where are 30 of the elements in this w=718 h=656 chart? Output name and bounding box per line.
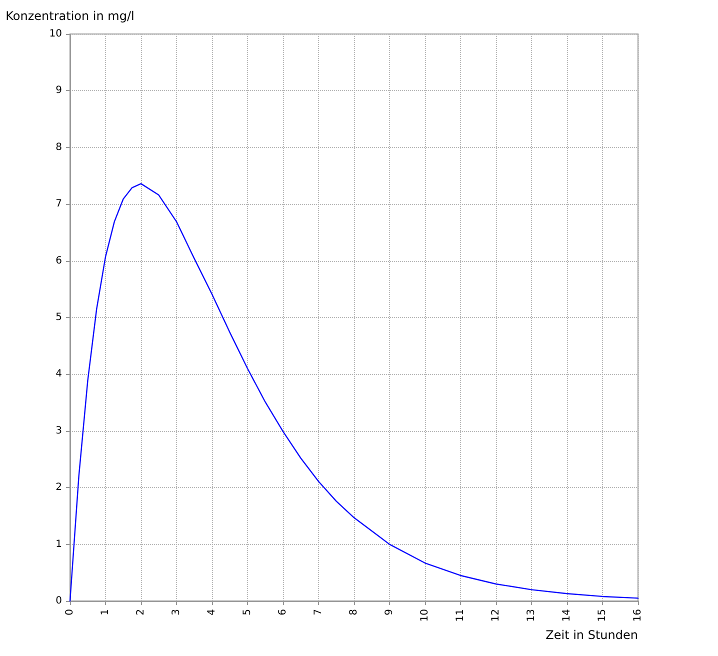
y-tick-label: 8	[56, 142, 62, 153]
x-tick-label: 14	[562, 609, 572, 622]
x-tick-label: 2	[136, 609, 146, 616]
y-tick-label: 4	[56, 368, 62, 380]
x-tick-label: 1	[100, 609, 111, 616]
x-tick-label: 11	[455, 609, 466, 622]
y-tick-label: 6	[56, 255, 62, 266]
x-tick-label: 12	[490, 609, 502, 622]
x-tick-label: 6	[278, 609, 288, 616]
x-tick-label: 16	[632, 609, 644, 622]
y-tick-label: 2	[56, 482, 62, 494]
x-tick-label: 7	[313, 609, 324, 616]
x-tick-label: 15	[597, 609, 608, 622]
y-tick-label: 9	[56, 85, 62, 96]
x-tick-label: 3	[171, 609, 182, 616]
x-tick-label: 4	[206, 609, 218, 616]
x-tick-label: 9	[384, 609, 395, 616]
x-tick-label: 8	[348, 609, 360, 616]
y-tick-label: 1	[56, 538, 62, 550]
x-tick-label: 5	[242, 609, 253, 616]
y-tick-label: 5	[56, 312, 62, 323]
y-axis-title: Konzentration in mg/l	[6, 9, 134, 23]
x-axis-title: Zeit in Stunden	[546, 628, 638, 642]
y-tick-label: 10	[49, 28, 62, 40]
x-tick-label: 10	[420, 609, 430, 622]
y-tick-label: 7	[56, 198, 62, 210]
x-tick-label: 0	[64, 609, 76, 616]
x-tick-label: 13	[526, 609, 537, 622]
y-tick-label: 3	[56, 425, 62, 436]
y-tick-label: 0	[56, 596, 62, 606]
